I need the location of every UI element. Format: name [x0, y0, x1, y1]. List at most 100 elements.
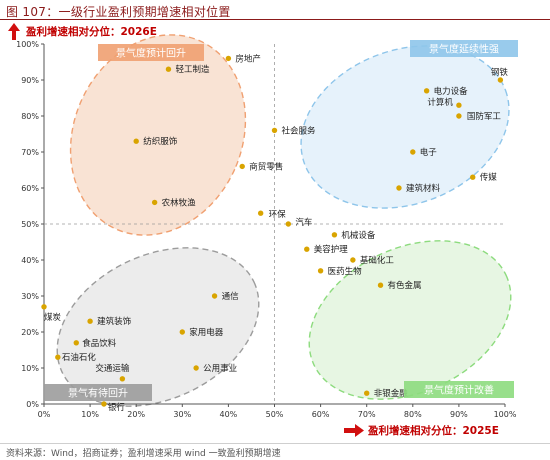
point-marker: [73, 340, 79, 346]
point-marker: [193, 365, 199, 371]
point-label: 电子: [420, 147, 438, 158]
y-tick-label: 0%: [26, 400, 39, 409]
point-label: 银行: [108, 402, 126, 413]
point-marker: [239, 163, 245, 170]
quadrant-label-box-3: [44, 384, 152, 401]
x-tick-label: 100%: [494, 410, 517, 419]
point-label: 美容护理: [314, 244, 349, 255]
x-tick-label: 20%: [127, 410, 145, 419]
x-tick-label: 90%: [450, 410, 468, 419]
point-marker: [396, 185, 402, 191]
x-axis-title: 盈利增速相对分位：2025E: [367, 424, 499, 437]
x-tick-label: 80%: [404, 410, 422, 419]
y-axis-title: 盈利增速相对分位：2026E: [25, 25, 157, 38]
point-marker: [211, 293, 218, 299]
point-label: 基础化工: [360, 255, 395, 266]
x-tick-label: 30%: [173, 410, 191, 419]
x-tick-label: 50%: [266, 410, 284, 419]
point-label: 非银金融: [374, 388, 409, 399]
point-marker: [87, 318, 93, 324]
point-label: 房地产: [235, 53, 261, 64]
x-tick-label: 10%: [81, 410, 99, 419]
point-label: 社会服务: [282, 125, 317, 136]
y-tick-label: 30%: [21, 292, 39, 301]
x-tick-label: 70%: [358, 410, 376, 419]
point-marker: [101, 401, 107, 407]
point-marker: [55, 354, 61, 360]
source-note: 资料来源：Wind，招商证券；盈利增速采用 wind 一致盈利预期增速: [6, 449, 281, 459]
quadrant-label-box-1: [98, 44, 204, 61]
point-label: 农林牧渔: [162, 197, 197, 208]
point-label: 机械设备: [341, 230, 376, 241]
point-marker: [331, 232, 338, 238]
point-label: 有色金属: [388, 280, 422, 291]
footer-rule: [0, 443, 550, 444]
point-label: 交通运输: [95, 363, 130, 374]
quadrant-label-1: 景气度预计回升: [116, 47, 186, 60]
point-marker: [165, 66, 172, 72]
point-marker: [456, 113, 462, 119]
point-marker: [364, 390, 370, 396]
point-label: 国防军工: [467, 111, 502, 122]
point-label: 石油石化: [62, 352, 97, 363]
point-label: 医药生物: [328, 266, 363, 277]
quadrant-label-3: 景气有待回升: [68, 387, 128, 400]
y-tick-label: 50%: [21, 220, 39, 229]
scatter-chart: 0% 10% 20% 30% 40% 50% 60% 70% 80% 90% 100% 0% 10% 20…: [8, 23, 518, 437]
quadrant-label-box-4: [404, 381, 514, 398]
point-label: 钢铁: [491, 67, 509, 78]
y-tick-label: 70%: [21, 148, 39, 157]
point-marker: [497, 77, 504, 83]
quadrant-label-2: 景气度延续性强: [429, 43, 499, 56]
point-marker: [285, 221, 292, 227]
y-arrow-icon: [8, 23, 20, 31]
point-label: 食品饮料: [82, 338, 117, 349]
x-arrow-icon-shaft: [344, 428, 356, 433]
point-marker: [423, 88, 430, 94]
point-label: 家用电器: [189, 327, 224, 338]
point-marker: [377, 282, 384, 288]
x-arrow-icon: [355, 424, 364, 437]
y-tick-label: 40%: [21, 256, 39, 265]
x-tick-label: 60%: [312, 410, 330, 419]
axis-titles: 盈利增速相对分位：2026E 盈利增速相对分位：2025E: [8, 23, 499, 437]
point-marker: [470, 174, 476, 180]
point-label: 纺织服饰: [143, 136, 178, 147]
point-marker: [304, 246, 310, 252]
x-tick-label: 0%: [38, 410, 51, 419]
quadrant-label-4: 景气度预计改善: [424, 384, 494, 397]
point-marker: [179, 329, 185, 335]
point-marker: [41, 304, 47, 310]
point-marker: [317, 268, 324, 274]
quadrant-ellipses: [56, 34, 512, 407]
quadrant-ellipse-1: [69, 34, 247, 236]
point-marker: [271, 127, 278, 134]
point-label: 建筑装饰: [97, 316, 132, 327]
axes: 0% 10% 20% 30% 40% 50% 60% 70% 80% 90% 100% 0% 10% 20…: [16, 40, 517, 419]
point-label: 通信: [222, 291, 240, 302]
point-marker: [410, 149, 416, 155]
point-marker: [151, 199, 158, 206]
y-tick-label: 10%: [21, 364, 39, 373]
point-label: 电力设备: [434, 86, 469, 97]
point-marker: [257, 210, 264, 216]
y-tick-label: 60%: [21, 184, 39, 193]
point-marker: [119, 376, 126, 382]
y-tick-label: 20%: [21, 328, 39, 337]
x-tick-label: 40%: [220, 410, 238, 419]
y-tick-label: 90%: [21, 76, 39, 85]
point-marker: [225, 55, 232, 62]
point-marker: [350, 257, 356, 263]
point-label: 轻工制造: [175, 64, 210, 75]
point-label: 商贸零售: [249, 161, 283, 172]
quadrant-ellipse-2: [300, 45, 510, 209]
quadrant-label-box-2: [410, 40, 518, 57]
point-label: 建筑材料: [406, 183, 441, 194]
point-label: 汽车: [295, 217, 312, 228]
figure-title: 图 107：一级行业盈利预期增速相对位置: [6, 5, 231, 19]
y-tick-label: 80%: [21, 112, 39, 121]
y-arrow-icon-shaft: [12, 30, 16, 40]
